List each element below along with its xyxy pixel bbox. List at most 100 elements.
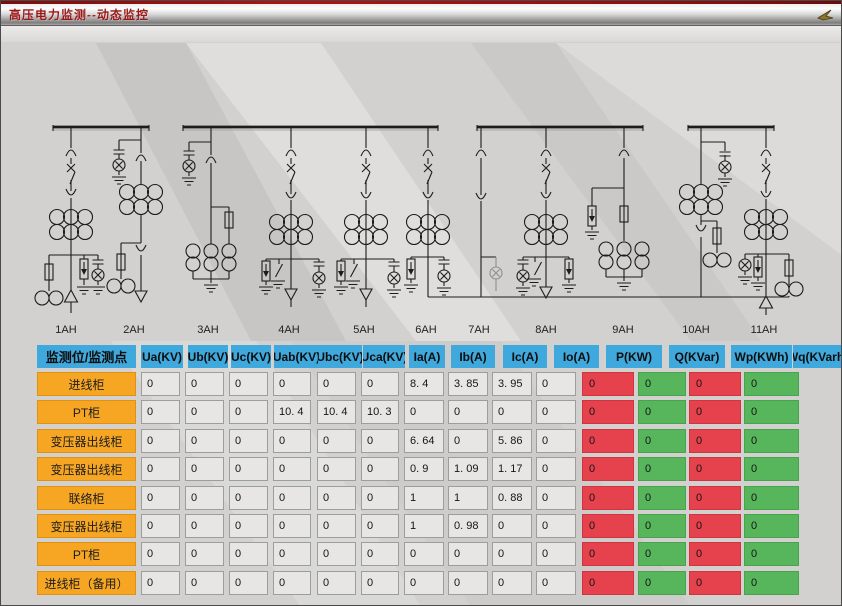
power-value-cell: 0: [744, 400, 799, 424]
header-shade-band: [1, 26, 841, 42]
power-value-cell: 0: [638, 571, 686, 595]
value-cell: 10. 3: [361, 400, 399, 424]
value-cell: 0: [536, 542, 576, 566]
cursor-icon[interactable]: [817, 8, 835, 22]
column-header-10: Io(A): [554, 345, 599, 368]
value-cell: 0: [141, 372, 180, 396]
value-cell: 1: [404, 514, 444, 538]
value-cell: 0: [536, 514, 576, 538]
column-header-0: 监测位/监测点: [37, 345, 136, 368]
value-cell: 0: [185, 486, 224, 510]
bay-label-5ah: 5AH: [353, 324, 374, 336]
value-cell: 10. 4: [273, 400, 311, 424]
row-label-button[interactable]: PT柜: [37, 400, 136, 424]
value-cell: 3. 85: [448, 372, 488, 396]
value-cell: 0: [229, 372, 268, 396]
value-cell: 0: [317, 486, 356, 510]
value-cell: 0: [273, 429, 311, 453]
value-cell: 0: [317, 429, 356, 453]
power-value-cell: 0: [638, 429, 686, 453]
power-value-cell: 0: [582, 400, 634, 424]
column-header-11: P(KW): [606, 345, 662, 368]
power-value-cell: 0: [689, 429, 741, 453]
power-value-cell: 0: [582, 457, 634, 481]
value-cell: 0: [492, 571, 532, 595]
value-cell: 0: [536, 457, 576, 481]
power-value-cell: 0: [744, 514, 799, 538]
value-cell: 8. 4: [404, 372, 444, 396]
power-value-cell: 0: [689, 457, 741, 481]
value-cell: 0: [317, 457, 356, 481]
value-cell: 0: [536, 571, 576, 595]
column-header-6: Uca(KV): [363, 345, 405, 368]
power-value-cell: 0: [744, 457, 799, 481]
value-cell: 0: [317, 514, 356, 538]
row-label-button[interactable]: 变压器出线柜: [37, 429, 136, 453]
power-value-cell: 0: [638, 372, 686, 396]
value-cell: 0: [448, 571, 488, 595]
value-cell: 0: [492, 542, 532, 566]
titlebar: 高压电力监测--动态监控: [1, 4, 841, 26]
value-cell: 0: [536, 372, 576, 396]
power-value-cell: 0: [582, 571, 634, 595]
bay-label-2ah: 2AH: [123, 324, 144, 336]
column-header-5: Ubc(KV): [318, 345, 362, 368]
power-value-cell: 0: [744, 571, 799, 595]
value-cell: 0: [361, 457, 399, 481]
value-cell: 0: [317, 372, 356, 396]
value-cell: 3. 95: [492, 372, 532, 396]
row-label-button[interactable]: 进线柜（备用）: [37, 571, 136, 595]
value-cell: 0: [404, 400, 444, 424]
titlebar-accent-line: [1, 1, 841, 4]
row-label-button[interactable]: 变压器出线柜: [37, 457, 136, 481]
power-value-cell: 0: [689, 400, 741, 424]
value-cell: 0: [536, 486, 576, 510]
value-cell: 0: [361, 542, 399, 566]
row-label-button[interactable]: 进线柜: [37, 372, 136, 396]
value-cell: 0: [361, 571, 399, 595]
power-value-cell: 0: [582, 486, 634, 510]
power-value-cell: 0: [744, 372, 799, 396]
value-cell: 0: [185, 429, 224, 453]
value-cell: 0: [492, 514, 532, 538]
value-cell: 0: [185, 457, 224, 481]
value-cell: 0: [361, 486, 399, 510]
value-cell: 0: [273, 372, 311, 396]
value-cell: 0: [317, 542, 356, 566]
column-header-14: Wq(KVarh): [793, 345, 841, 368]
value-cell: 0: [185, 514, 224, 538]
column-header-2: Ub(KV): [188, 345, 228, 368]
value-cell: 0: [448, 400, 488, 424]
row-label-button[interactable]: 变压器出线柜: [37, 514, 136, 538]
window-title: 高压电力监测--动态监控: [9, 8, 149, 22]
bay-label-4ah: 4AH: [278, 324, 299, 336]
value-cell: 0. 88: [492, 486, 532, 510]
value-cell: 0. 98: [448, 514, 488, 538]
value-cell: 0: [404, 571, 444, 595]
value-cell: 0: [185, 542, 224, 566]
value-cell: 0: [141, 571, 180, 595]
value-cell: 0. 9: [404, 457, 444, 481]
value-cell: 6. 64: [404, 429, 444, 453]
power-value-cell: 0: [689, 514, 741, 538]
value-cell: 0: [361, 372, 399, 396]
power-value-cell: 0: [744, 542, 799, 566]
power-value-cell: 0: [582, 372, 634, 396]
row-label-button[interactable]: 联络柜: [37, 486, 136, 510]
value-cell: 0: [492, 400, 532, 424]
value-cell: 1. 09: [448, 457, 488, 481]
power-value-cell: 0: [582, 429, 634, 453]
value-cell: 0: [273, 457, 311, 481]
value-cell: 0: [229, 514, 268, 538]
value-cell: 0: [229, 429, 268, 453]
row-label-button[interactable]: PT柜: [37, 542, 136, 566]
column-header-3: Uc(KV): [231, 345, 271, 368]
bay-label-6ah: 6AH: [415, 324, 436, 336]
column-header-12: Q(KVar): [669, 345, 725, 368]
power-value-cell: 0: [638, 457, 686, 481]
value-cell: 1: [448, 486, 488, 510]
power-value-cell: 0: [638, 400, 686, 424]
value-cell: 0: [229, 486, 268, 510]
